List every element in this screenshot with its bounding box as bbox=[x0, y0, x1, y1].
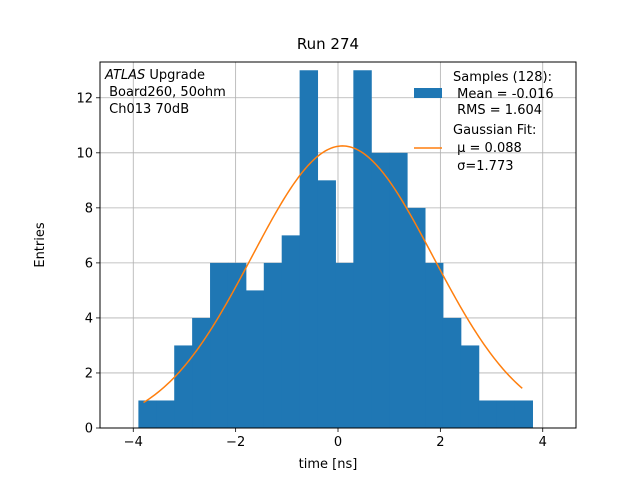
histogram-bar bbox=[317, 180, 336, 428]
legend-histogram-patch bbox=[414, 88, 442, 98]
x-tick-label: 4 bbox=[539, 435, 547, 450]
annotation-line-3: Ch013 70dB bbox=[105, 102, 189, 117]
x-axis-label: time [ns] bbox=[299, 457, 358, 472]
histogram-bar bbox=[281, 235, 301, 428]
histogram-bar bbox=[299, 70, 319, 428]
annotation-atlas: ATLAS bbox=[104, 68, 145, 83]
y-tick-label: 6 bbox=[85, 256, 93, 271]
histogram-bar bbox=[192, 317, 211, 428]
legend: Samples (128): Mean = -0.016 RMS = 1.604… bbox=[414, 70, 554, 174]
histogram-bar bbox=[460, 345, 480, 428]
y-axis-label: Entries bbox=[33, 222, 48, 268]
histogram-bar bbox=[335, 262, 354, 428]
x-tick-label: −4 bbox=[124, 435, 143, 450]
legend-sigma-label: σ=1.773 bbox=[453, 159, 513, 174]
y-tick-label: 2 bbox=[85, 366, 93, 381]
histogram-bar bbox=[425, 262, 444, 428]
x-tick-label: 2 bbox=[436, 435, 444, 450]
histogram-bar bbox=[263, 262, 283, 428]
annotation-line-1: ATLAS Upgrade bbox=[104, 68, 205, 83]
histogram-bar bbox=[407, 207, 426, 428]
gaussian-fit-curve bbox=[143, 145, 523, 404]
histogram-bar bbox=[353, 70, 372, 428]
annotation-upgrade: Upgrade bbox=[145, 68, 205, 83]
histogram-bar bbox=[210, 262, 229, 428]
histogram-bar bbox=[371, 152, 390, 429]
x-tick-label: −2 bbox=[226, 435, 245, 450]
histogram-bar bbox=[138, 400, 157, 428]
x-tick-label: 0 bbox=[334, 435, 342, 450]
histogram-bar bbox=[156, 400, 175, 428]
y-tick-label: 8 bbox=[85, 201, 93, 216]
y-tick-label: 4 bbox=[85, 311, 93, 326]
chart-title: Run 274 bbox=[297, 35, 359, 53]
histogram-bar bbox=[496, 400, 516, 428]
histogram-bar bbox=[389, 152, 408, 429]
legend-fit-label: Gaussian Fit: bbox=[453, 123, 536, 138]
y-tick-label: 12 bbox=[76, 91, 93, 106]
axis-ticks: −4 −2 0 2 4 0 2 4 6 8 10 12 bbox=[76, 91, 546, 450]
legend-rms-label: RMS = 1.604 bbox=[453, 103, 542, 118]
annotation-line-2: Board260, 50ohm bbox=[105, 85, 226, 100]
legend-samples-label: Samples (128): bbox=[453, 70, 552, 85]
histogram-bar bbox=[442, 317, 462, 428]
y-tick-label: 10 bbox=[76, 146, 93, 161]
histogram-bar bbox=[514, 400, 533, 428]
atlas-annotation: ATLAS Upgrade Board260, 50ohm Ch013 70dB bbox=[104, 68, 226, 117]
histogram-bar bbox=[245, 290, 265, 428]
gaussian-fit-layer bbox=[143, 145, 523, 404]
histogram-bar bbox=[227, 262, 247, 428]
histogram-bars bbox=[138, 70, 533, 429]
histogram-bar bbox=[478, 400, 498, 428]
legend-mean-label: Mean = -0.016 bbox=[453, 87, 554, 102]
legend-mu-label: μ = 0.088 bbox=[453, 141, 522, 156]
y-tick-label: 0 bbox=[85, 422, 93, 437]
histogram-bar bbox=[174, 345, 193, 428]
